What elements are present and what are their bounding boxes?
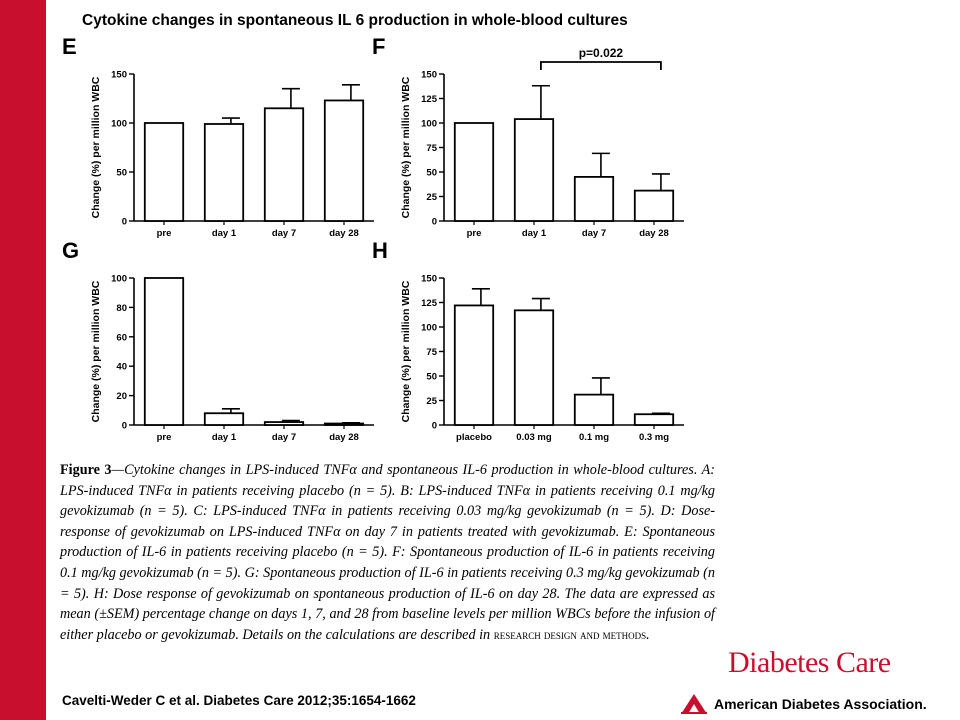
panel-letter: F <box>372 34 386 59</box>
y-tick-label: 50 <box>426 372 437 383</box>
bar <box>203 123 245 222</box>
x-tick-label: day 1 <box>212 228 237 239</box>
y-tick-label: 0 <box>122 421 127 432</box>
bar <box>203 412 245 426</box>
bar <box>573 393 615 426</box>
y-tick-label: 125 <box>421 94 438 105</box>
significance-bracket <box>540 61 662 70</box>
bar <box>633 189 675 222</box>
y-tick-label: 75 <box>426 347 437 358</box>
x-tick-label: 0.03 mg <box>516 432 552 443</box>
significance-label: p=0.022 <box>579 46 624 60</box>
figure-caption: Figure 3—Cytokine changes in LPS-induced… <box>60 460 715 645</box>
y-tick-label: 100 <box>421 323 437 334</box>
y-tick-label: 125 <box>421 298 438 309</box>
y-axis-label: Change (%) per million WBC <box>400 76 412 218</box>
y-tick-label: 100 <box>111 274 127 285</box>
caption-label: Figure 3 <box>60 462 112 478</box>
y-tick-label: 60 <box>116 332 127 343</box>
x-tick-label: day 1 <box>212 432 237 443</box>
bar-chart-g: Change (%) per million WBC 0 20 40 60 80 100 pr… <box>90 274 374 443</box>
chart-panel-g: G Change (%) per million WBC 0 20 40 60 80 100… <box>62 238 382 452</box>
figure-title: Cytokine changes in spontaneous IL 6 pro… <box>82 12 628 29</box>
bar <box>263 107 305 222</box>
bar <box>453 304 495 426</box>
caption-end: . <box>646 626 650 643</box>
y-tick-label: 150 <box>111 70 127 81</box>
x-tick-label: day 28 <box>329 228 359 239</box>
ada-triangle-icon <box>681 694 707 714</box>
y-axis-label: Change (%) per million WBC <box>90 76 102 218</box>
bar <box>263 421 305 426</box>
y-tick-label: 80 <box>116 303 127 314</box>
brand-side-bar <box>0 0 46 720</box>
bar <box>143 277 185 426</box>
bar <box>633 413 675 426</box>
y-tick-label: 40 <box>116 362 127 373</box>
y-tick-label: 75 <box>426 143 437 154</box>
y-tick-label: 0 <box>122 217 127 228</box>
y-tick-label: 50 <box>426 168 437 179</box>
x-tick-label: day 7 <box>272 228 296 239</box>
ada-name: American Diabetes Association. <box>714 696 927 712</box>
y-tick-label: 25 <box>426 396 437 407</box>
x-tick-label: 0.1 mg <box>579 432 609 443</box>
y-tick-label: 100 <box>111 119 127 130</box>
x-tick-label: 0.3 mg <box>639 432 669 443</box>
chart-panel-f: F Change (%) per million WBC 0 25 50 75 100 12… <box>372 34 692 248</box>
x-tick-label: day 28 <box>329 432 359 443</box>
bar <box>513 118 555 222</box>
y-tick-label: 25 <box>426 192 437 203</box>
y-tick-label: 0 <box>432 421 437 432</box>
x-tick-label: day 7 <box>272 432 296 443</box>
x-tick-label: day 7 <box>582 228 606 239</box>
y-axis-label: Change (%) per million WBC <box>400 280 412 422</box>
caption-text: —Cytokine changes in LPS-induced TNFα an… <box>60 462 715 643</box>
x-tick-label: placebo <box>456 432 492 443</box>
x-tick-label: pre <box>157 432 172 443</box>
chart-panel-e: E Change (%) per million WBC 0 50 100 150 pre… <box>62 34 382 248</box>
bar-chart-f: Change (%) per million WBC 0 25 50 75 100 125 1… <box>400 46 684 239</box>
y-tick-label: 50 <box>116 168 127 179</box>
y-tick-label: 0 <box>432 217 437 228</box>
bar-chart-e: Change (%) per million WBC 0 50 100 150 pre da… <box>90 70 374 239</box>
bar-chart-h: Change (%) per million WBC 0 25 50 75 100 125 1… <box>400 274 684 443</box>
bar <box>453 122 495 222</box>
panel-letter: G <box>62 238 80 263</box>
y-tick-label: 150 <box>421 274 437 285</box>
x-tick-label: day 1 <box>522 228 547 239</box>
y-tick-label: 100 <box>421 119 437 130</box>
bar <box>513 309 555 426</box>
panel-letter: E <box>62 34 77 59</box>
x-tick-label: pre <box>467 228 482 239</box>
bar <box>143 122 185 222</box>
bar <box>323 422 365 426</box>
y-tick-label: 20 <box>116 391 127 402</box>
journal-logo: Diabetes Care <box>728 646 891 679</box>
caption-section-ref: research design and methods <box>493 627 647 642</box>
y-tick-label: 150 <box>421 70 437 81</box>
y-axis-label: Change (%) per million WBC <box>90 280 102 422</box>
ada-logo: American Diabetes Association. <box>679 692 927 716</box>
citation: Cavelti-Weder C et al. Diabetes Care 201… <box>62 693 416 708</box>
bar <box>323 99 365 222</box>
x-tick-label: day 28 <box>639 228 669 239</box>
panel-letter: H <box>372 238 388 263</box>
bar <box>573 175 615 222</box>
x-tick-label: pre <box>157 228 172 239</box>
chart-panel-h: H Change (%) per million WBC 0 25 50 75 100 12… <box>372 238 692 452</box>
